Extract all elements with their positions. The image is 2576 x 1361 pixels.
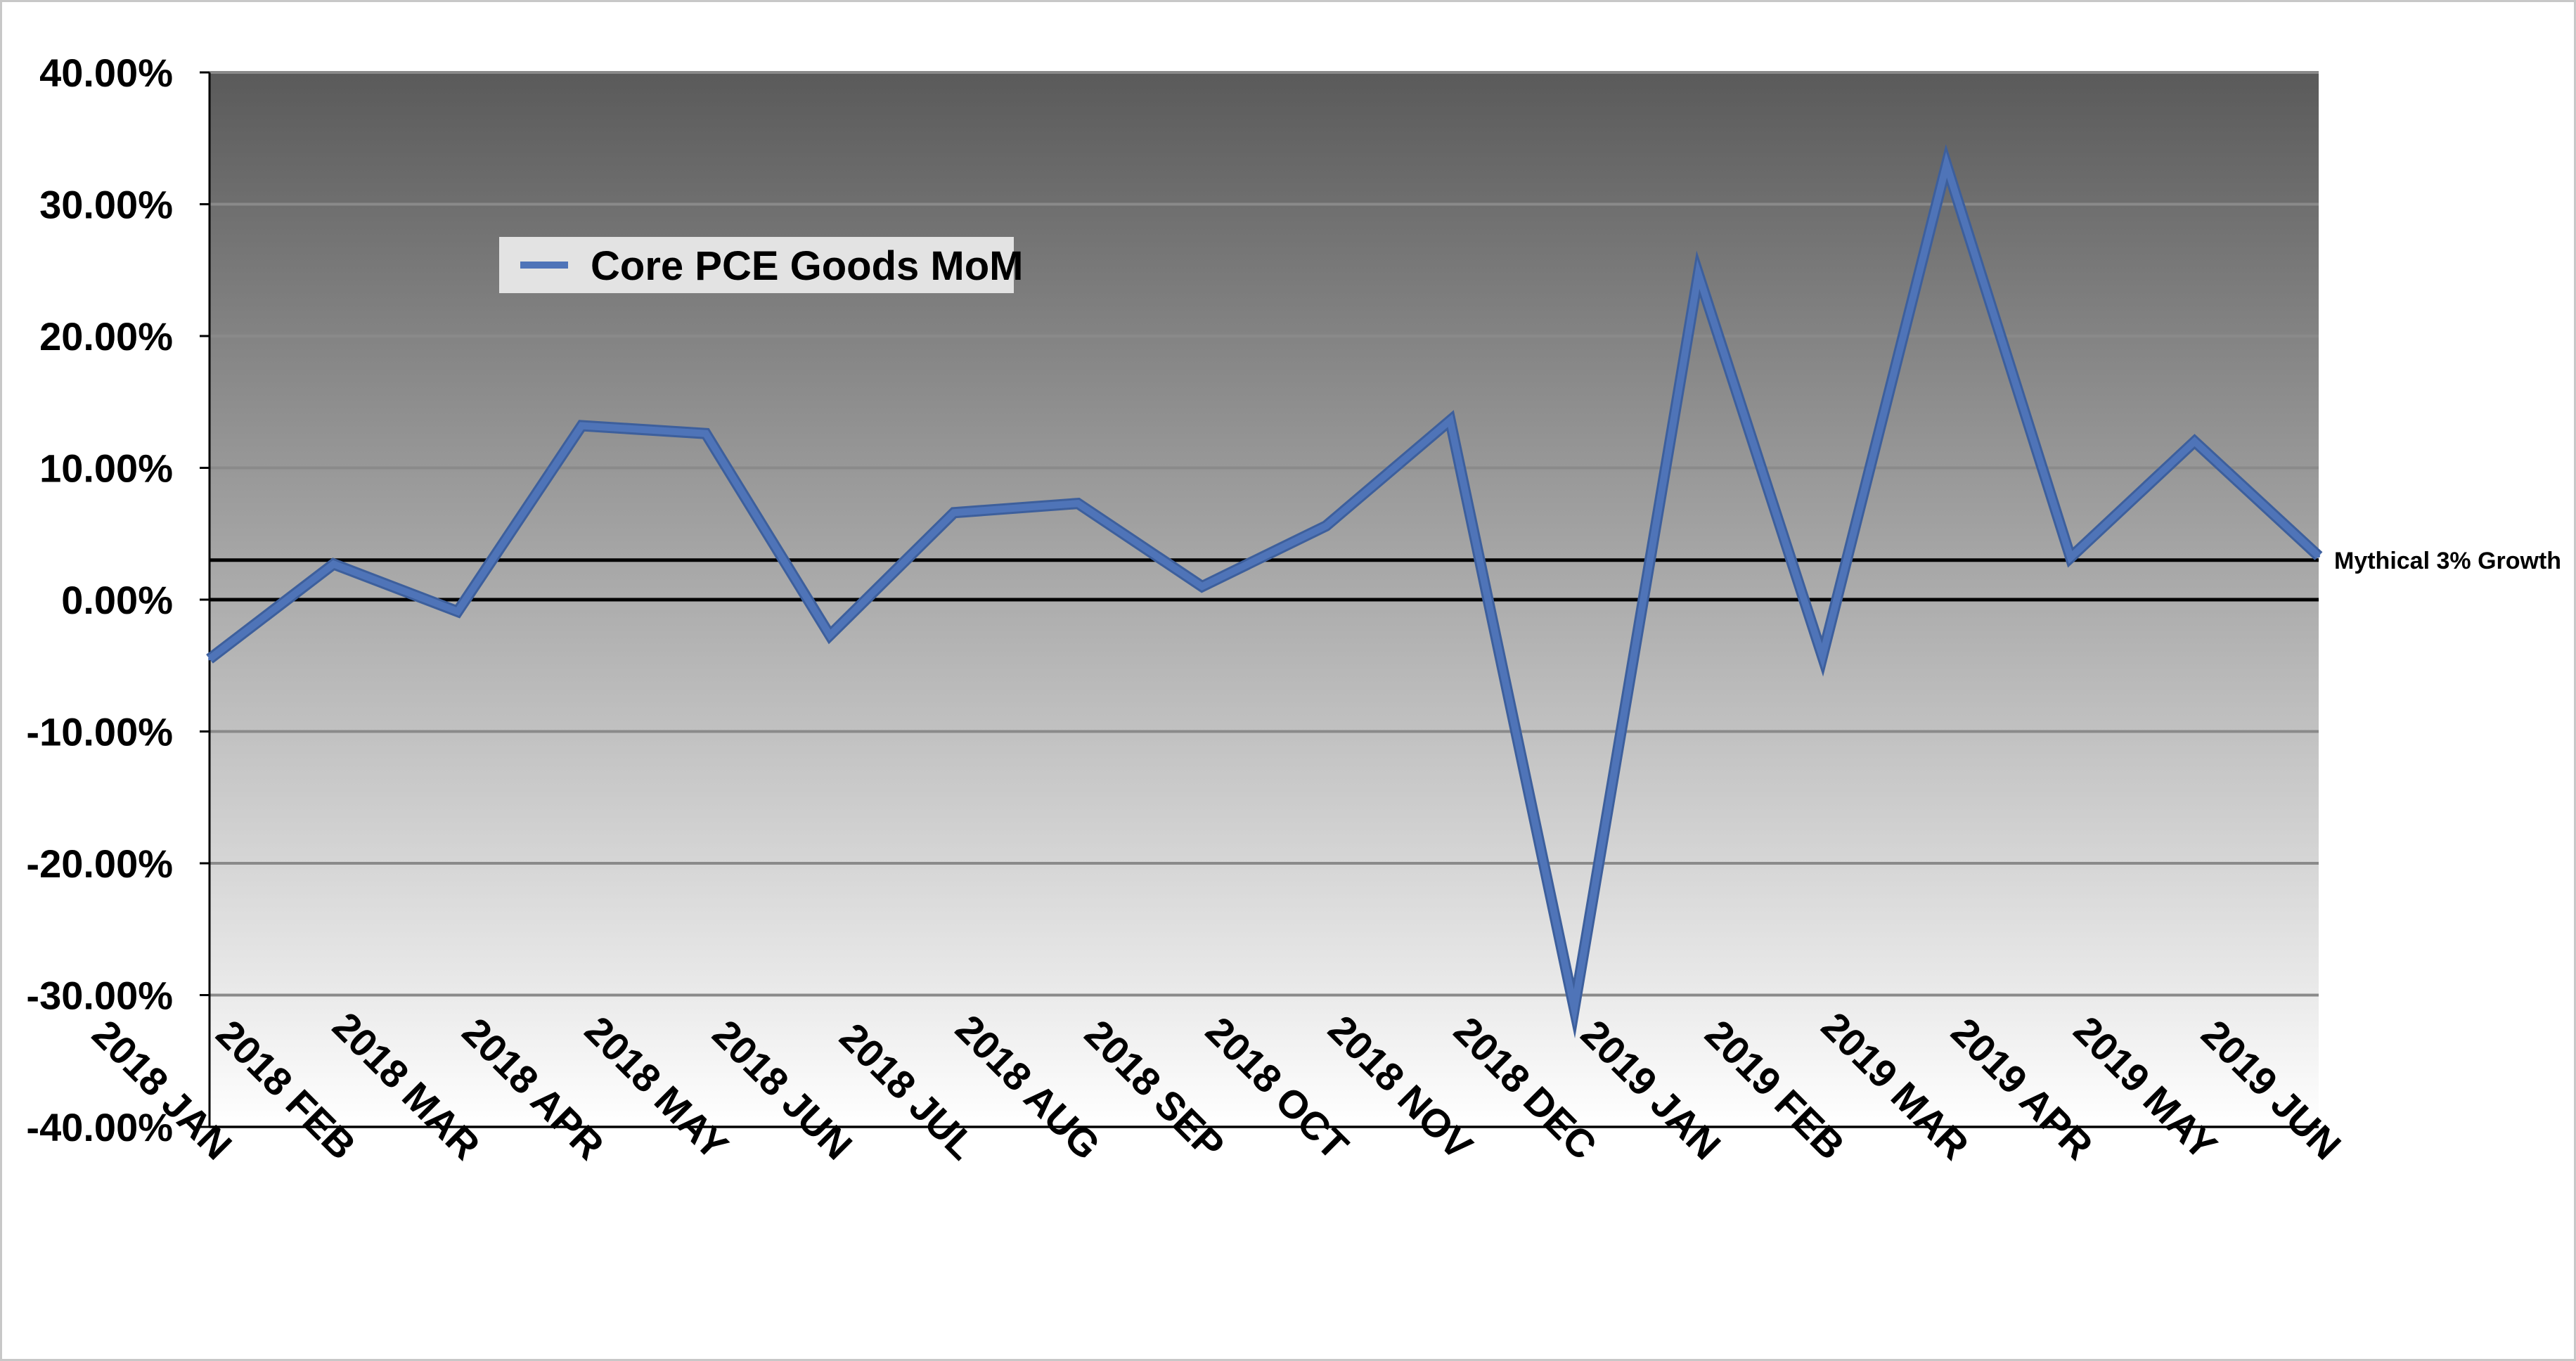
data-point [952, 511, 955, 515]
y-tick-label: 30.00% [39, 183, 173, 227]
data-point [1696, 272, 1700, 276]
y-tick-label: 0.00% [61, 578, 173, 622]
y-tick-label: 40.00% [39, 51, 173, 95]
y-tick-label: 20.00% [39, 314, 173, 359]
legend-box [499, 237, 1014, 293]
reference-line-label: Mythical 3% Growth [2334, 548, 2561, 574]
y-tick-label: -40.00% [26, 1105, 173, 1149]
data-point [1076, 502, 1080, 505]
series-line [207, 151, 2321, 1028]
data-point [580, 424, 584, 427]
data-point [2317, 555, 2320, 558]
data-point [332, 562, 335, 566]
data-point [208, 657, 211, 661]
data-point [1448, 419, 1452, 422]
data-point [1821, 654, 1824, 658]
y-tick-label: 10.00% [39, 446, 173, 491]
data-point [1200, 585, 1204, 588]
y-tick-label: -20.00% [26, 841, 173, 886]
data-point [704, 432, 707, 435]
y-tick-label: -30.00% [26, 974, 173, 1018]
data-point [1573, 1007, 1576, 1010]
data-point [2193, 440, 2196, 443]
data-point [1945, 163, 1948, 167]
data-point [1325, 524, 1328, 527]
y-tick-label: -10.00% [26, 710, 173, 754]
data-point [828, 633, 832, 637]
legend-label: Core PCE Goods MoM [591, 243, 1023, 289]
legend: Core PCE Goods MoM [499, 237, 1023, 293]
data-point [2069, 556, 2073, 559]
data-point [456, 609, 459, 613]
